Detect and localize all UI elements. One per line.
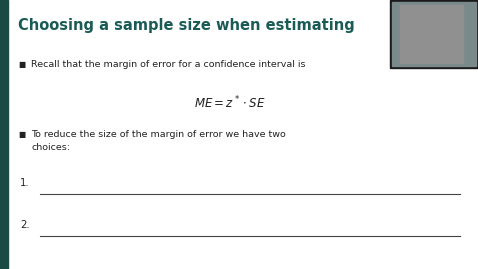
Text: 2.: 2. [20, 220, 30, 230]
Text: $\mathit{ME} = \mathit{z}^* \cdot \mathit{SE}$: $\mathit{ME} = \mathit{z}^* \cdot \mathi… [194, 95, 265, 112]
Text: ■: ■ [18, 130, 25, 139]
Text: Choosing a sample size when estimating: Choosing a sample size when estimating [18, 18, 355, 33]
Text: choices:: choices: [31, 143, 70, 152]
Bar [400, 5, 463, 63]
Bar [392, 2, 476, 66]
Bar [390, 0, 478, 68]
Text: Recall that the margin of error for a confidence interval is: Recall that the margin of error for a co… [31, 60, 305, 69]
Text: To reduce the size of the margin of error we have two: To reduce the size of the margin of erro… [31, 130, 286, 139]
Text: 1.: 1. [20, 178, 30, 188]
Text: ■: ■ [18, 60, 25, 69]
Bar [0, 0, 8, 269]
